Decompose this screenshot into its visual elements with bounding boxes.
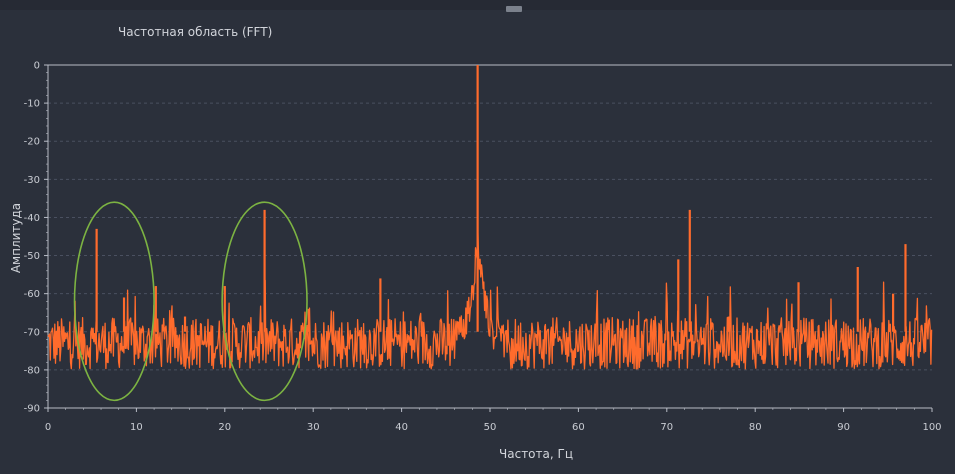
annotation-layer (73, 201, 308, 402)
annotation-ellipse (73, 201, 155, 402)
y-tick-label: -90 (24, 404, 40, 415)
y-tick-label: -20 (24, 137, 40, 148)
y-tick-label: 0 (34, 61, 40, 72)
annotation-ellipse (221, 201, 308, 402)
resize-grip[interactable] (506, 6, 522, 12)
x-tick-label: 20 (218, 422, 231, 433)
tick-label-layer: 0 -10 -20 -30 -40 -50 -60 -70 -80 -90 0 10 20 30 40 50 6… (24, 61, 942, 434)
x-tick-label: 10 (130, 422, 143, 433)
x-tick-label: 80 (749, 422, 762, 433)
x-tick-label: 50 (484, 422, 497, 433)
fft-noise-trace (47, 230, 933, 370)
x-tick-label: 0 (45, 422, 51, 433)
y-tick-label: -30 (24, 175, 40, 186)
x-axis-label: Частота, Гц (499, 447, 573, 461)
x-tick-label: 30 (307, 422, 320, 433)
peak-layer (95, 65, 907, 332)
x-tick-label: 40 (395, 422, 408, 433)
series-layer (47, 230, 933, 370)
x-tick-label: 100 (922, 422, 941, 433)
y-tick-label: -50 (24, 251, 40, 262)
y-tick-label: -80 (24, 365, 40, 376)
y-tick-label: -10 (24, 99, 40, 110)
x-tick-label: 90 (837, 422, 850, 433)
axis-layer (44, 64, 952, 412)
y-tick-label: -40 (24, 213, 40, 224)
x-tick-label: 70 (660, 422, 673, 433)
x-tick-label: 60 (572, 422, 585, 433)
window-top-bar (0, 0, 955, 10)
y-tick-label: -70 (24, 327, 40, 338)
y-tick-label: -60 (24, 289, 40, 300)
chart-title: Частотная область (FFT) (118, 25, 273, 39)
